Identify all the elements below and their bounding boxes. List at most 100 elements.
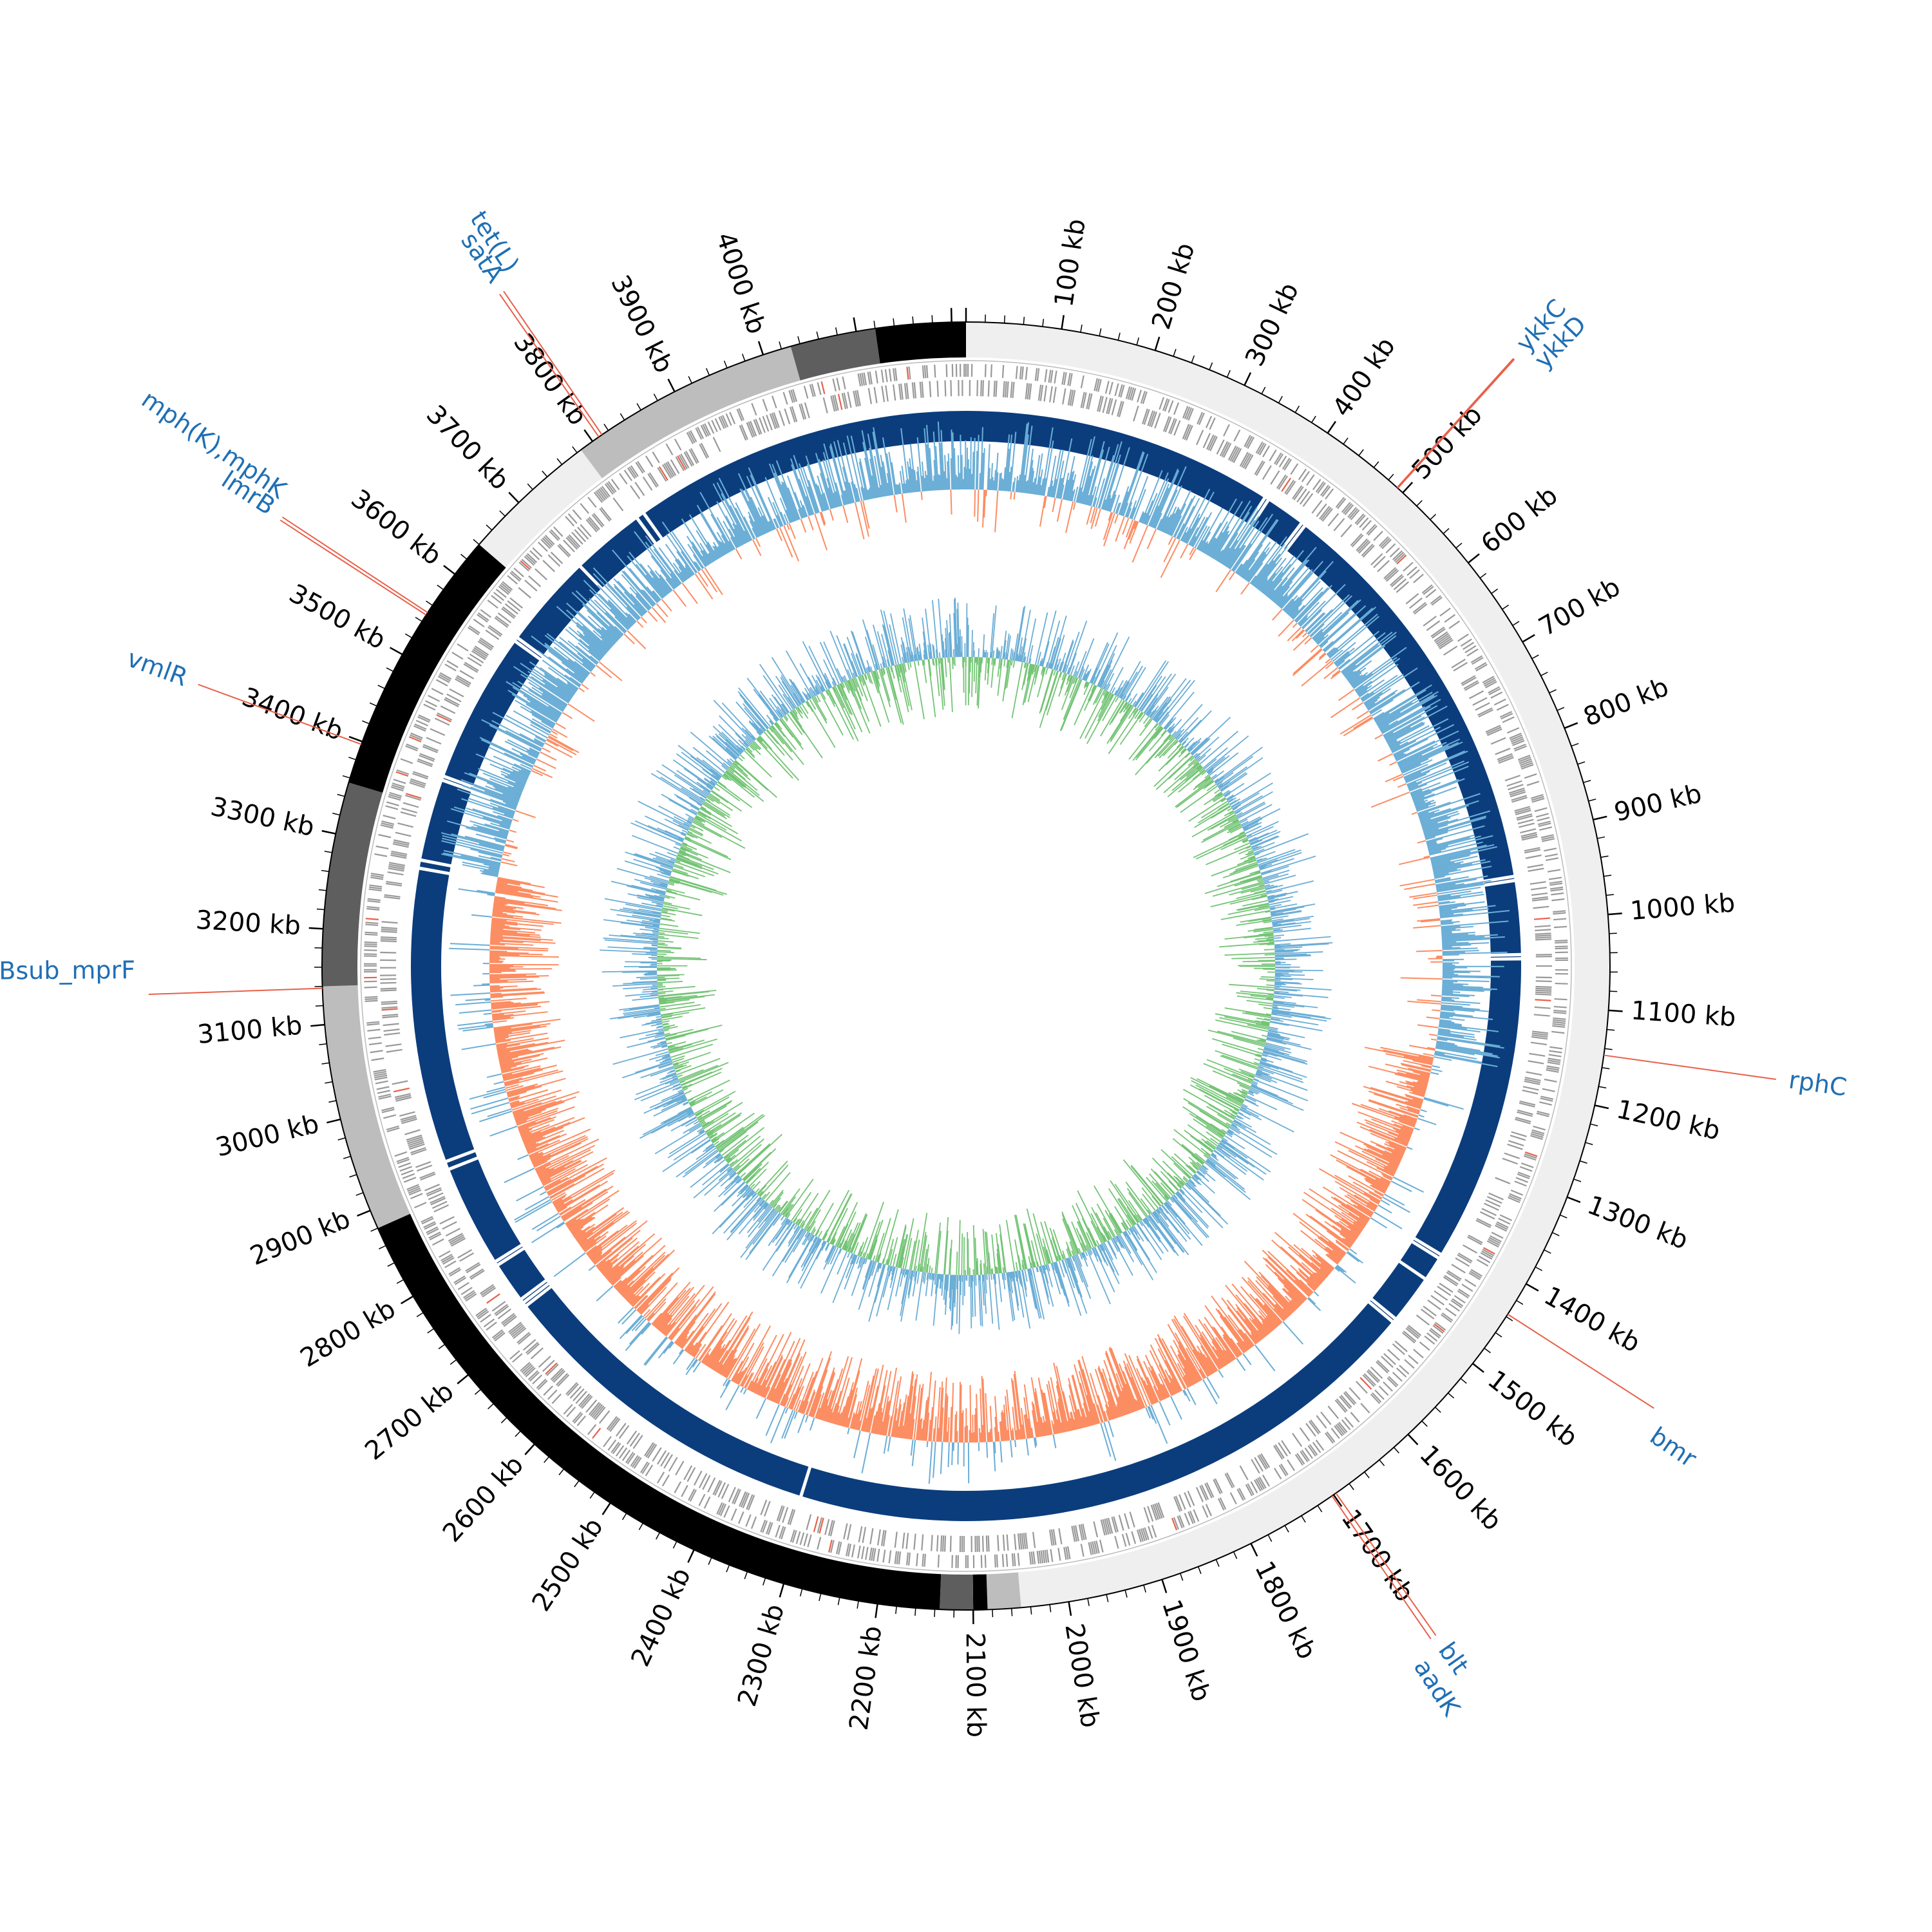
feature-mark bbox=[1301, 471, 1311, 482]
feature-mark bbox=[1080, 392, 1085, 408]
gc-content-bar bbox=[1384, 1150, 1403, 1159]
gc-content-bar bbox=[732, 523, 744, 545]
feature-mark bbox=[978, 1535, 980, 1552]
gc-content-bar bbox=[1402, 763, 1428, 776]
gc-content-bar bbox=[495, 888, 531, 896]
gc-content-bar bbox=[716, 482, 749, 543]
gc-content-bar bbox=[1244, 551, 1265, 580]
feature-mark bbox=[1214, 1478, 1223, 1493]
feature-mark bbox=[1013, 1553, 1016, 1566]
gc-content-bar bbox=[1412, 1081, 1428, 1086]
gc-skew-bar bbox=[1092, 669, 1101, 685]
gc-content-bar bbox=[1395, 740, 1435, 761]
feature-mark bbox=[598, 488, 608, 500]
gc-content-bar bbox=[1415, 802, 1432, 809]
feature-mark bbox=[495, 589, 507, 598]
feature-mark bbox=[629, 466, 638, 478]
gc-content-bar bbox=[1389, 741, 1401, 748]
tick-mark bbox=[620, 413, 625, 421]
gc-content-bar bbox=[506, 1085, 536, 1095]
gc-skew-bar bbox=[1194, 753, 1200, 759]
feature-mark bbox=[778, 1506, 785, 1522]
gc-content-bar bbox=[492, 1011, 548, 1019]
feature-mark bbox=[553, 526, 564, 537]
feature-mark bbox=[1523, 1155, 1537, 1161]
feature-mark bbox=[1424, 1335, 1435, 1345]
gc-content-bar bbox=[1423, 1098, 1449, 1107]
gc-content-bar bbox=[1197, 540, 1204, 550]
feature-mark bbox=[477, 614, 488, 623]
feature-mark bbox=[495, 615, 509, 627]
gc-content-bar bbox=[825, 1368, 844, 1422]
gc-content-bar bbox=[1435, 1045, 1498, 1057]
gc-content-bar bbox=[502, 1065, 541, 1076]
gc-content-bar bbox=[484, 823, 509, 832]
gc-skew-bar bbox=[1197, 766, 1202, 770]
feature-mark bbox=[647, 1444, 658, 1459]
feature-mark bbox=[1393, 578, 1407, 591]
gc-skew-bar bbox=[1274, 949, 1300, 952]
gc-content-bar bbox=[1320, 1262, 1332, 1273]
gc-content-bar bbox=[1139, 512, 1145, 523]
feature-mark bbox=[782, 1507, 789, 1523]
gc-content-bar bbox=[1299, 1221, 1345, 1257]
gc-content-bar bbox=[1292, 649, 1323, 676]
feature-mark bbox=[410, 778, 426, 785]
feature-mark bbox=[459, 670, 475, 679]
gc-content-bar bbox=[1148, 1367, 1164, 1400]
gc-content-bar bbox=[1334, 647, 1355, 665]
gc-content-bar bbox=[725, 1385, 740, 1410]
feature-mark bbox=[1541, 836, 1555, 840]
gc-content-bar bbox=[926, 444, 931, 491]
gc-content-bar bbox=[907, 1379, 916, 1439]
gc-content-bar bbox=[702, 555, 709, 565]
feature-mark bbox=[1470, 1269, 1482, 1277]
feature-mark bbox=[1435, 632, 1449, 643]
gc-content-bar bbox=[1309, 1275, 1321, 1285]
gc-content-bar bbox=[1380, 706, 1425, 732]
gc-skew-bar bbox=[1135, 660, 1167, 708]
gc-skew-bar bbox=[989, 613, 995, 658]
feature-mark bbox=[824, 1519, 830, 1535]
feature-mark bbox=[862, 1526, 867, 1543]
gc-content-bar bbox=[1320, 1236, 1345, 1256]
gc-content-bar bbox=[558, 1206, 572, 1215]
gc-skew-bar bbox=[1171, 730, 1177, 736]
feature-mark bbox=[1460, 638, 1472, 647]
feature-mark bbox=[497, 1308, 511, 1320]
feature-mark bbox=[1542, 838, 1555, 842]
gc-content-bar bbox=[1441, 925, 1461, 929]
gc-content-bar bbox=[1019, 422, 1030, 493]
gc-content-bar bbox=[442, 835, 504, 852]
gc-skew-bar bbox=[1156, 679, 1191, 723]
gc-content-bar bbox=[1363, 1086, 1423, 1105]
feature-mark bbox=[376, 1086, 390, 1090]
gc-content-bar bbox=[1007, 471, 1010, 491]
gc-content-bar bbox=[784, 1397, 789, 1407]
gc-skew-bar bbox=[1163, 734, 1171, 743]
gc-content-bar bbox=[701, 1348, 712, 1363]
tick-mark bbox=[1495, 1332, 1502, 1338]
gc-content-bar bbox=[998, 1432, 1000, 1442]
feature-mark bbox=[460, 1287, 473, 1295]
feature-mark bbox=[1463, 680, 1479, 690]
gc-content-bar bbox=[506, 1084, 524, 1092]
gc-content-bar bbox=[490, 992, 545, 998]
gc-content-bar bbox=[1439, 1023, 1499, 1032]
gc-content-bar bbox=[980, 427, 983, 490]
gc-content-bar bbox=[929, 1406, 933, 1441]
gc-content-bar bbox=[851, 1414, 856, 1429]
gc-content-bar bbox=[1368, 1170, 1391, 1183]
gc-content-bar bbox=[1438, 1028, 1450, 1031]
gc-content-bar bbox=[691, 541, 708, 566]
gc-content-bar bbox=[578, 642, 601, 662]
feature-mark bbox=[406, 1136, 423, 1143]
gc-content-bar bbox=[554, 1172, 614, 1208]
feature-mark bbox=[1531, 1036, 1548, 1040]
gc-content-bar bbox=[1440, 1011, 1455, 1014]
gc-content-bar bbox=[1056, 498, 1063, 522]
gc-content-bar bbox=[1386, 721, 1423, 743]
gc-content-bar bbox=[645, 542, 679, 587]
tick-mark bbox=[688, 375, 692, 384]
gc-content-bar bbox=[1071, 1375, 1086, 1428]
